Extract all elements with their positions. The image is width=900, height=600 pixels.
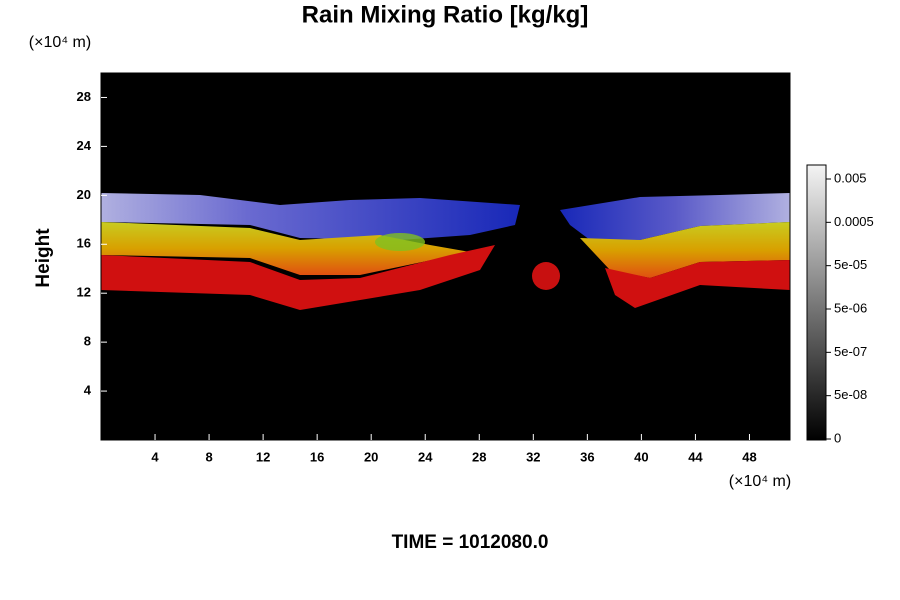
y-tick-label: 4 — [84, 383, 92, 398]
colorbar — [806, 164, 827, 441]
x-tick-label: 12 — [256, 449, 270, 464]
x-tick-label: 8 — [205, 449, 212, 464]
y-tick-label: 8 — [84, 334, 91, 349]
colorbar-tick-label: 0.0005 — [834, 214, 874, 229]
y-tick-label: 12 — [77, 285, 91, 300]
y-unit: (×10⁴ m) — [29, 34, 91, 51]
colorbar-tick-label: 5e-05 — [834, 257, 867, 272]
colorbar-tick-label: 5e-07 — [834, 344, 867, 359]
x-tick-label: 4 — [151, 449, 159, 464]
x-tick-label: 48 — [742, 449, 756, 464]
y-tick-label: 28 — [77, 89, 91, 104]
y-tick-label: 20 — [77, 187, 91, 202]
x-tick-label: 16 — [310, 449, 324, 464]
x-unit: (×10⁴ m) — [729, 473, 791, 490]
field — [101, 73, 790, 440]
x-tick-label: 44 — [688, 449, 703, 464]
x-tick-label: 36 — [580, 449, 594, 464]
plot-frame — [100, 72, 791, 441]
x-tick-label: 32 — [526, 449, 540, 464]
x-tick-label: 40 — [634, 449, 648, 464]
x-tick-label: 24 — [418, 449, 433, 464]
x-tick-label: 20 — [364, 449, 378, 464]
time-label: TIME = 1012080.0 — [392, 532, 549, 553]
y-tick-label: 24 — [77, 138, 92, 153]
y-tick-label: 16 — [77, 236, 91, 251]
chart-title: Rain Mixing Ratio [kg/kg] — [302, 1, 589, 28]
colorbar-tick-label: 5e-08 — [834, 387, 867, 402]
colorbar-tick-label: 0 — [834, 430, 841, 445]
colorbar-tick-label: 0.005 — [834, 170, 867, 185]
colorbar-tick-label: 5e-06 — [834, 300, 867, 315]
y-axis-label: Height — [33, 228, 54, 288]
x-tick-label: 28 — [472, 449, 486, 464]
